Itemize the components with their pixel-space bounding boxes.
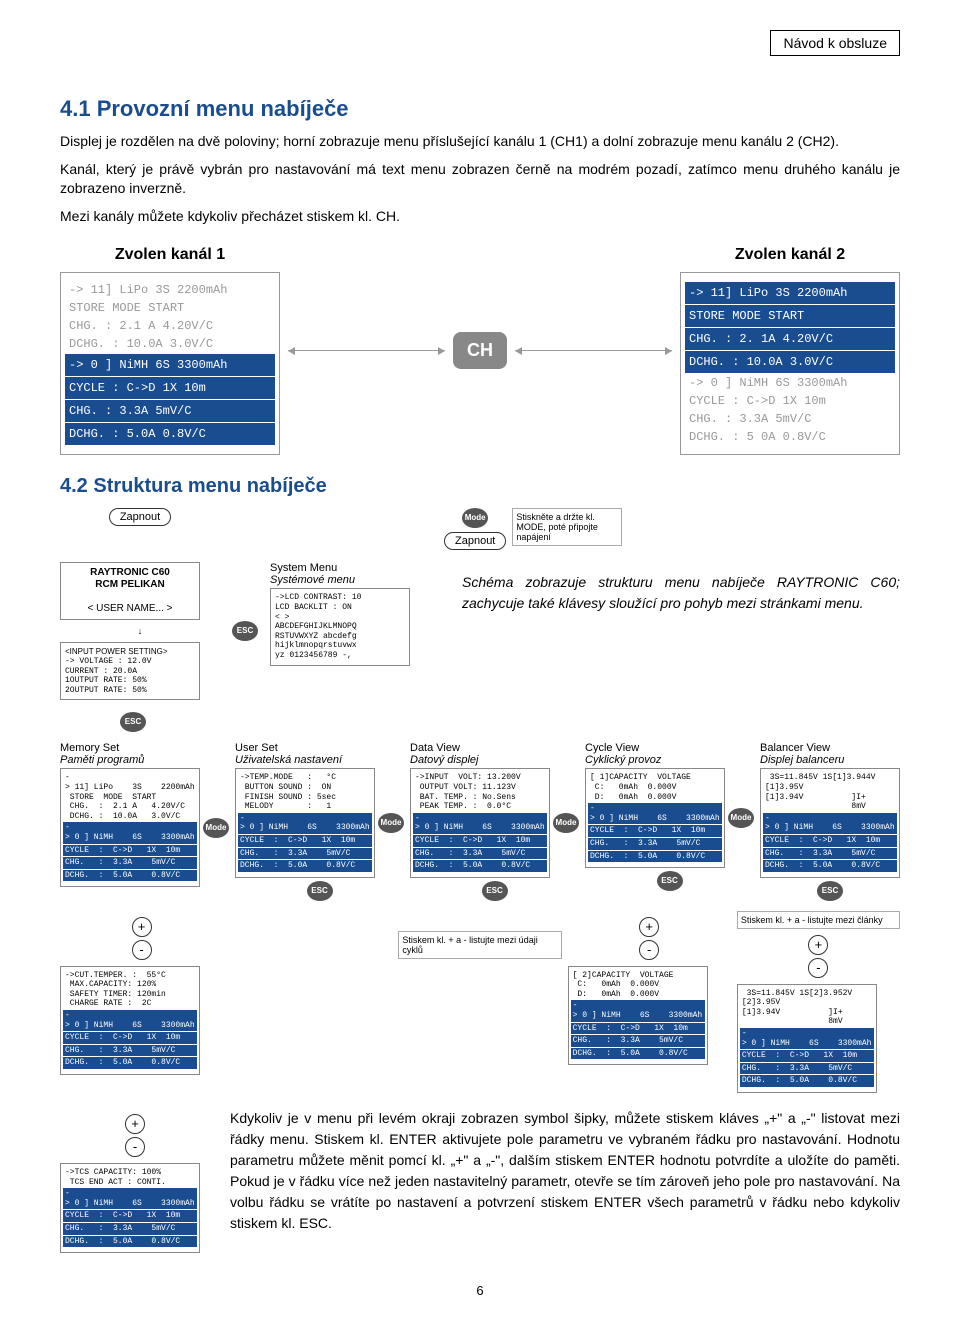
- tcs-box: ->TCS CAPACITY: 100% TCS END ACT : CONTI…: [60, 1163, 200, 1253]
- bal2-box: 3S=11.845V 1S[2]3.952V[2]3.95V[1]3.94V ]…: [737, 984, 877, 1093]
- minus-button-4[interactable]: -: [125, 1137, 145, 1157]
- sysmenu-box: ->LCD CONTRAST: 10 LCD BACKLIT : ON < > …: [270, 588, 410, 665]
- plus-button-4[interactable]: +: [125, 1114, 145, 1134]
- header-title: Návod k obsluze: [770, 30, 900, 56]
- section-42-heading: 4.2 Struktura menu nabíječe: [60, 475, 900, 498]
- section-41-p2: Kanál, který je právě vybrán pro nastavo…: [60, 160, 900, 199]
- esc-nav-2[interactable]: ESC: [482, 881, 508, 901]
- mode-nav-0[interactable]: Mode: [203, 818, 229, 838]
- plus-button-2[interactable]: +: [639, 917, 659, 937]
- col-title-0: Memory SetPaměti programů: [60, 742, 229, 766]
- ch-button[interactable]: CH: [453, 332, 507, 369]
- mode-note: Stiskněte a držte kl. MODE, poté připojt…: [512, 508, 622, 546]
- bottom-description: Kdykoliv je v menu při levém okraji zobr…: [230, 1108, 900, 1234]
- esc-button-1[interactable]: ESC: [232, 621, 258, 641]
- channel-displays: Zvolen kanál 1 -> 11] LiPo 3S 2200mAh ST…: [60, 246, 900, 455]
- mode-nav-2[interactable]: Mode: [553, 813, 579, 833]
- flowchart: Zapnout Mode Zapnout Stiskněte a držte k…: [60, 508, 900, 1253]
- mode-nav-1[interactable]: Mode: [378, 813, 404, 833]
- sysmenu-title: System Menu Systémové menu: [270, 562, 430, 586]
- mode-nav-3[interactable]: Mode: [728, 808, 754, 828]
- mode-button[interactable]: Mode: [462, 508, 488, 528]
- minus-button-2[interactable]: -: [639, 940, 659, 960]
- col-title-3: Cycle ViewCyklický provoz: [585, 742, 754, 766]
- plus-button-3[interactable]: +: [808, 935, 828, 955]
- esc-nav-3[interactable]: ESC: [657, 871, 683, 891]
- col-box-2: ->INPUT VOLT: 13.200V OUTPUT VOLT: 11.12…: [410, 768, 550, 877]
- left-display-title: Zvolen kanál 1: [60, 246, 280, 264]
- col-box-4: 3S=11.845V 1S[1]3.944V[1]3.95V[1]3.94V ]…: [760, 768, 900, 877]
- menu-columns: Memory SetPaměti programů-> 11] LiPo 3S …: [60, 742, 900, 900]
- section-41-heading: 4.1 Provozní menu nabíječe: [60, 96, 900, 122]
- lcd-right: -> 11] LiPo 3S 2200mAh STORE MODE START …: [680, 272, 900, 455]
- page-number: 6: [60, 1283, 900, 1298]
- esc-nav-1[interactable]: ESC: [307, 881, 333, 901]
- col-title-1: User SetUživatelská nastavení: [235, 742, 404, 766]
- zapnout-button-2[interactable]: Zapnout: [444, 532, 506, 550]
- col-box-0: -> 11] LiPo 3S 2200mAh STORE MODE START …: [60, 768, 200, 887]
- right-display-title: Zvolen kanál 2: [680, 246, 900, 264]
- esc-button-2[interactable]: ESC: [120, 712, 146, 732]
- col-title-2: Data ViewDatový displej: [410, 742, 579, 766]
- col-box-1: ->TEMP.MODE : °C BUTTON SOUND : ON FINIS…: [235, 768, 375, 877]
- cycle-note: Stiskem kl. + a - listujte mezi údaji cy…: [398, 931, 561, 959]
- minus-button-1[interactable]: -: [132, 940, 152, 960]
- col-title-4: Balancer ViewDisplej balanceru: [760, 742, 900, 766]
- cuttemper-box: ->CUT.TEMPER. : 55°C MAX.CAPACITY: 120% …: [60, 966, 200, 1075]
- section-41-p3: Mezi kanály můžete kdykoliv přecházet st…: [60, 207, 900, 227]
- arrow-left: [288, 350, 445, 351]
- power-box: <INPUT POWER SETTING> -> VOLTAGE : 12.0V…: [60, 642, 200, 700]
- col-box-3: [ 1]CAPACITY VOLTAGE C: 0mAh 0.000V D: 0…: [585, 768, 725, 868]
- cycle2-box: [ 2]CAPACITY VOLTAGE C: 0mAh 0.000V D: 0…: [568, 966, 708, 1066]
- zapnout-button-1[interactable]: Zapnout: [109, 508, 171, 526]
- section-41-p1: Displej je rozdělen na dvě poloviny; hor…: [60, 132, 900, 152]
- schema-description: Schéma zobrazuje strukturu menu nabíječe…: [462, 572, 900, 614]
- startup-box: RAYTRONIC C60 RCM PELIKAN < USER NAME...…: [60, 562, 200, 620]
- esc-nav-4[interactable]: ESC: [817, 881, 843, 901]
- minus-button-3[interactable]: -: [808, 958, 828, 978]
- balancer-note: Stiskem kl. + a - listujte mezi články: [737, 911, 900, 929]
- arrow-right: [515, 350, 672, 351]
- lcd-left: -> 11] LiPo 3S 2200mAh STORE MODE START …: [60, 272, 280, 455]
- plus-button-1[interactable]: +: [132, 917, 152, 937]
